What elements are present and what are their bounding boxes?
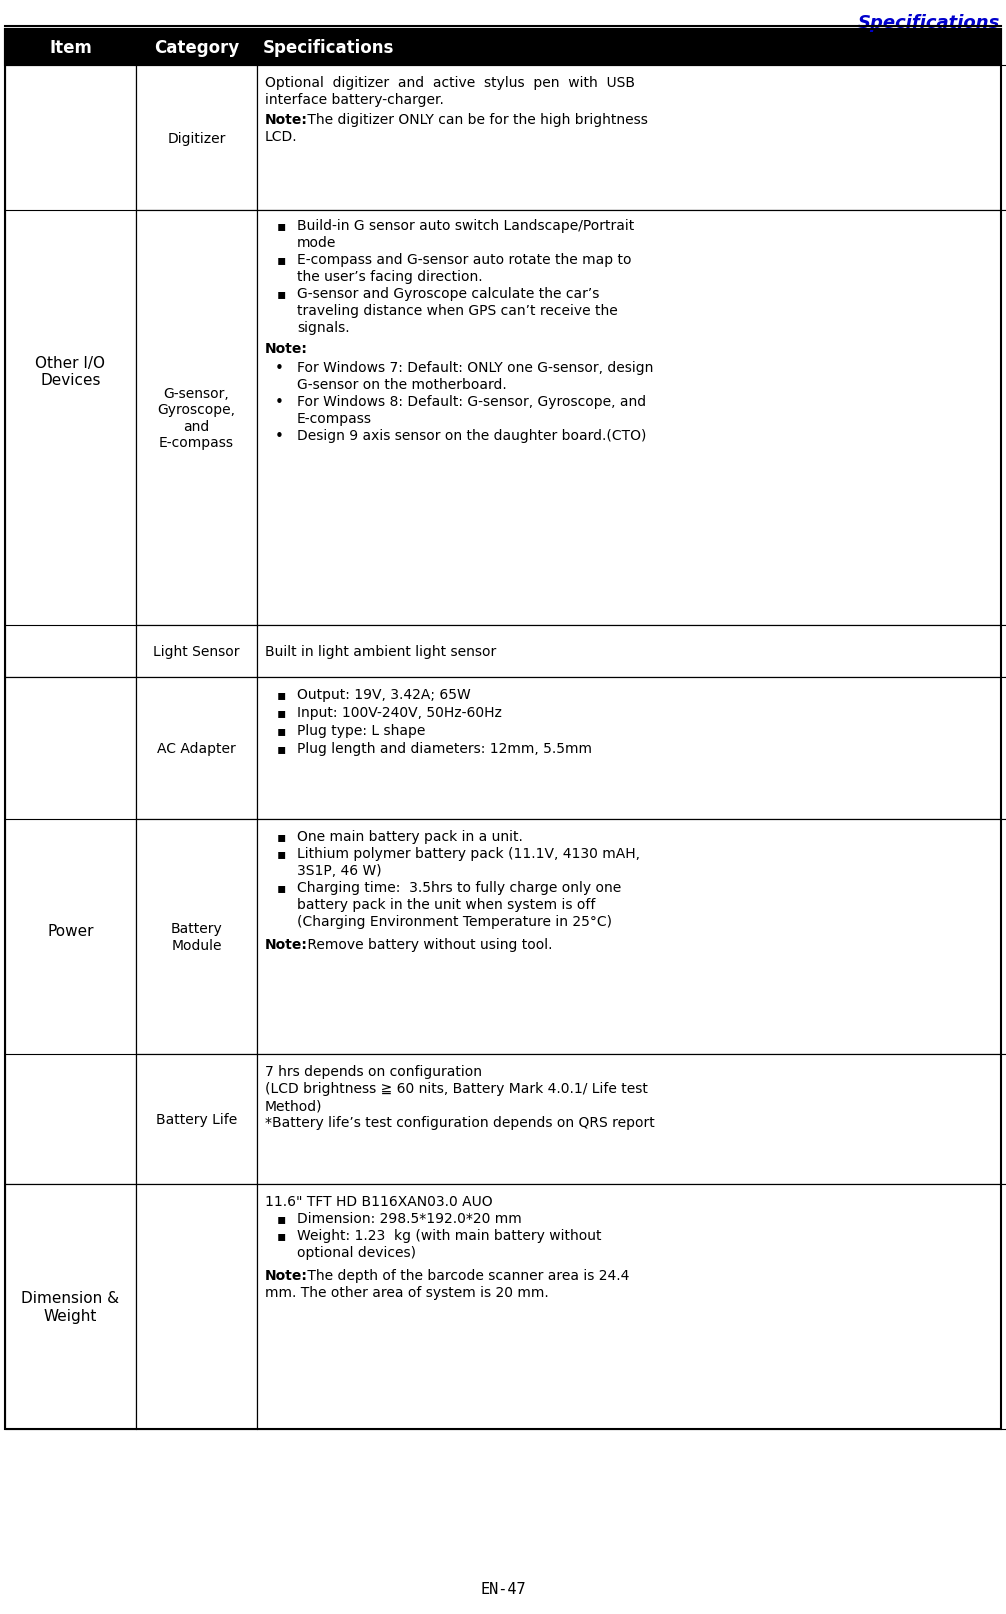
Text: G-sensor,
Gyroscope,
and
E-compass: G-sensor, Gyroscope, and E-compass: [158, 387, 235, 450]
Text: Power: Power: [47, 923, 94, 938]
Text: ▪: ▪: [277, 881, 287, 894]
Text: For Windows 8: Default: G-sensor, Gyroscope, and: For Windows 8: Default: G-sensor, Gyrosc…: [297, 395, 646, 408]
Text: traveling distance when GPS can’t receive the: traveling distance when GPS can’t receiv…: [297, 303, 618, 318]
Bar: [136, 1054, 257, 1185]
Bar: [257, 1054, 1006, 1185]
Text: •: •: [275, 395, 284, 410]
Text: *Battery life’s test configuration depends on QRS report: *Battery life’s test configuration depen…: [265, 1115, 655, 1130]
Text: Category: Category: [154, 39, 239, 56]
Bar: [136, 211, 257, 626]
Text: For Windows 7: Default: ONLY one G-sensor, design: For Windows 7: Default: ONLY one G-senso…: [297, 362, 653, 374]
Bar: [257, 1185, 1006, 1428]
Text: the user’s facing direction.: the user’s facing direction.: [297, 270, 483, 284]
Bar: [5, 1185, 136, 1428]
Text: signals.: signals.: [297, 321, 350, 334]
Text: Design 9 axis sensor on the daughter board.(CTO): Design 9 axis sensor on the daughter boa…: [297, 429, 647, 442]
Text: Built in light ambient light sensor: Built in light ambient light sensor: [265, 644, 496, 659]
Bar: [257, 211, 1006, 626]
Text: Build-in G sensor auto switch Landscape/Portrait: Build-in G sensor auto switch Landscape/…: [297, 220, 634, 232]
Bar: [5, 678, 136, 1185]
Text: Item: Item: [49, 39, 92, 56]
Text: Battery
Module: Battery Module: [171, 922, 222, 952]
Bar: [257, 678, 1006, 820]
Text: Note:: Note:: [265, 342, 308, 355]
Bar: [136, 66, 257, 211]
Text: AC Adapter: AC Adapter: [157, 741, 235, 755]
Text: G-sensor and Gyroscope calculate the car’s: G-sensor and Gyroscope calculate the car…: [297, 287, 600, 300]
Text: 11.6" TFT HD B116XAN03.0 AUO: 11.6" TFT HD B116XAN03.0 AUO: [265, 1194, 493, 1209]
Text: Weight: 1.23  kg (with main battery without: Weight: 1.23 kg (with main battery witho…: [297, 1228, 602, 1243]
Text: E-compass: E-compass: [297, 412, 372, 426]
Text: Output: 19V, 3.42A; 65W: Output: 19V, 3.42A; 65W: [297, 688, 471, 702]
Text: Specifications: Specifications: [263, 39, 394, 56]
Text: interface battery-charger.: interface battery-charger.: [265, 94, 444, 107]
Text: Dimension: 298.5*192.0*20 mm: Dimension: 298.5*192.0*20 mm: [297, 1210, 522, 1225]
Bar: [257, 820, 1006, 1054]
Text: battery pack in the unit when system is off: battery pack in the unit when system is …: [297, 897, 596, 912]
Bar: [257, 626, 1006, 678]
Text: Digitizer: Digitizer: [167, 131, 225, 145]
Text: The digitizer ONLY can be for the high brightness: The digitizer ONLY can be for the high b…: [303, 113, 648, 128]
Text: The depth of the barcode scanner area is 24.4: The depth of the barcode scanner area is…: [303, 1269, 630, 1282]
Text: ▪: ▪: [277, 1228, 287, 1243]
Bar: [5, 31, 1001, 66]
Bar: [136, 820, 257, 1054]
Bar: [5, 66, 136, 678]
Text: Specifications: Specifications: [858, 15, 1000, 32]
Text: ▪: ▪: [277, 830, 287, 844]
Text: Dimension &
Weight: Dimension & Weight: [21, 1291, 120, 1323]
Text: Lithium polymer battery pack (11.1V, 4130 mAH,: Lithium polymer battery pack (11.1V, 413…: [297, 846, 640, 860]
Text: ▪: ▪: [277, 723, 287, 738]
Text: Input: 100V-240V, 50Hz-60Hz: Input: 100V-240V, 50Hz-60Hz: [297, 705, 502, 720]
Text: 3S1P, 46 W): 3S1P, 46 W): [297, 863, 381, 878]
Text: Plug type: L shape: Plug type: L shape: [297, 723, 426, 738]
Text: LCD.: LCD.: [265, 129, 298, 144]
Text: ▪: ▪: [277, 705, 287, 720]
Text: ▪: ▪: [277, 1210, 287, 1225]
Text: (LCD brightness ≧ 60 nits, Battery Mark 4.0.1/ Life test: (LCD brightness ≧ 60 nits, Battery Mark …: [265, 1081, 648, 1096]
Text: One main battery pack in a unit.: One main battery pack in a unit.: [297, 830, 523, 844]
Text: Remove battery without using tool.: Remove battery without using tool.: [303, 938, 552, 951]
Text: Other I/O
Devices: Other I/O Devices: [35, 355, 106, 387]
Text: ▪: ▪: [277, 846, 287, 860]
Text: Note:: Note:: [265, 1269, 308, 1282]
Text: ▪: ▪: [277, 741, 287, 755]
Text: ▪: ▪: [277, 220, 287, 232]
Bar: [136, 626, 257, 678]
Text: Light Sensor: Light Sensor: [153, 644, 239, 659]
Text: Charging time:  3.5hrs to fully charge only one: Charging time: 3.5hrs to fully charge on…: [297, 881, 622, 894]
Text: Note:: Note:: [265, 938, 308, 951]
Text: 7 hrs depends on configuration: 7 hrs depends on configuration: [265, 1064, 482, 1078]
Text: •: •: [275, 362, 284, 376]
Text: mode: mode: [297, 236, 336, 250]
Text: (Charging Environment Temperature in 25°C): (Charging Environment Temperature in 25°…: [297, 915, 612, 928]
Bar: [136, 678, 257, 820]
Text: Plug length and diameters: 12mm, 5.5mm: Plug length and diameters: 12mm, 5.5mm: [297, 741, 592, 755]
Text: E-compass and G-sensor auto rotate the map to: E-compass and G-sensor auto rotate the m…: [297, 253, 632, 266]
Text: Optional  digitizer  and  active  stylus  pen  with  USB: Optional digitizer and active stylus pen…: [265, 76, 635, 90]
Text: G-sensor on the motherboard.: G-sensor on the motherboard.: [297, 378, 507, 392]
Text: ▪: ▪: [277, 688, 287, 702]
Text: Method): Method): [265, 1098, 323, 1112]
Text: optional devices): optional devices): [297, 1246, 416, 1259]
Text: EN-47: EN-47: [480, 1582, 526, 1596]
Bar: [5, 31, 1001, 1428]
Text: Battery Life: Battery Life: [156, 1112, 237, 1127]
Text: ▪: ▪: [277, 253, 287, 266]
Text: mm. The other area of system is 20 mm.: mm. The other area of system is 20 mm.: [265, 1285, 548, 1299]
Text: ▪: ▪: [277, 287, 287, 300]
Text: •: •: [275, 429, 284, 444]
Bar: [136, 1185, 257, 1428]
Text: Note:: Note:: [265, 113, 308, 128]
Bar: [257, 66, 1006, 211]
